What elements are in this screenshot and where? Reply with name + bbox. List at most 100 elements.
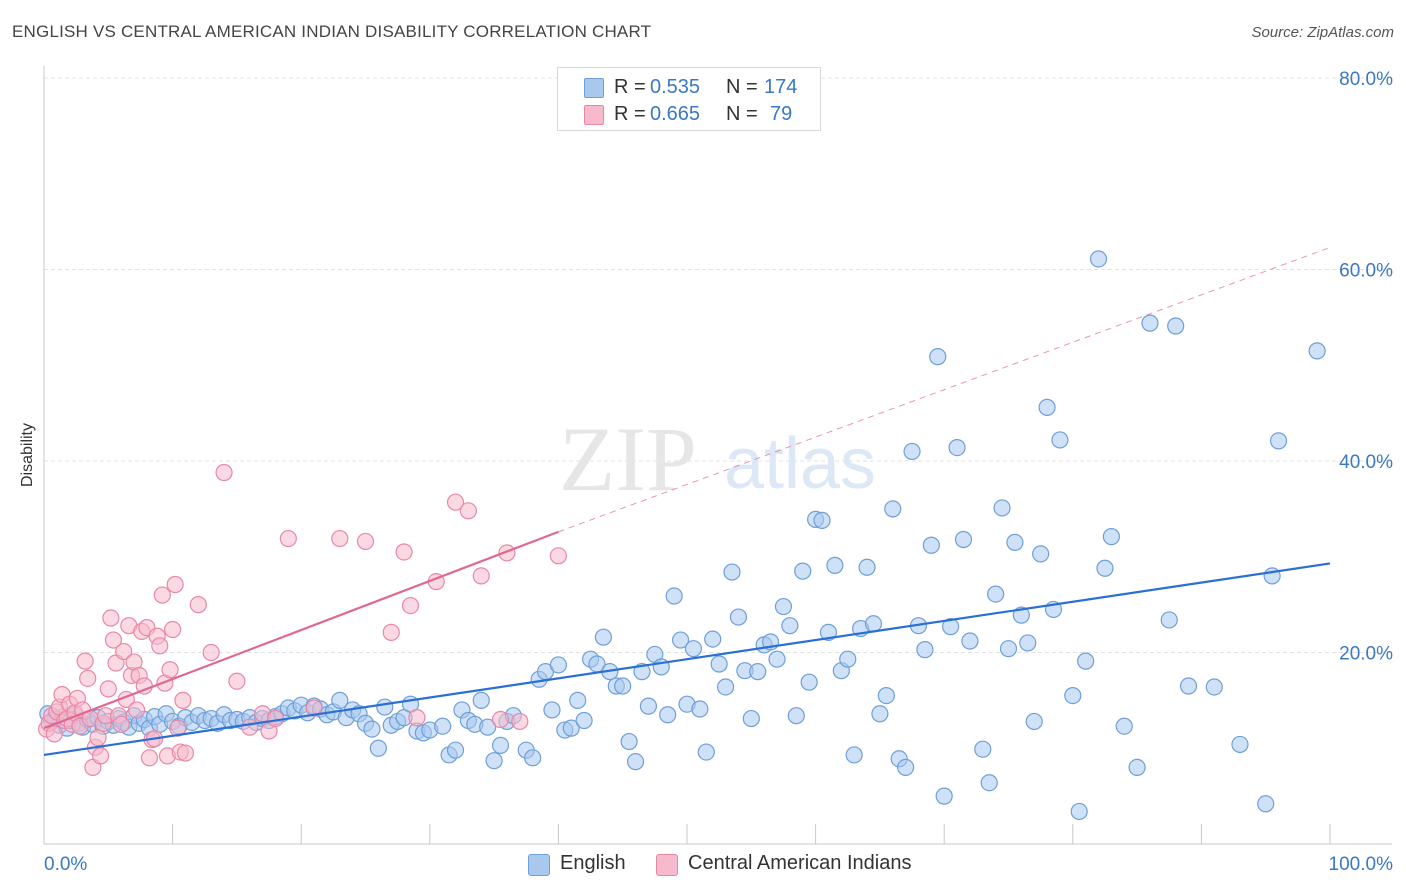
english-swatch [584, 78, 604, 98]
legend-cai-label: Central American Indians [688, 852, 912, 874]
english-point [1070, 802, 1088, 821]
english-point [987, 585, 1005, 603]
english-points [39, 250, 1326, 821]
english-point [787, 707, 805, 725]
grid-lines [44, 77, 1392, 653]
cai-point [472, 567, 490, 585]
english-point [472, 691, 490, 709]
cai-point [408, 709, 426, 727]
legend-cai-swatch [656, 854, 678, 876]
english-point [331, 691, 349, 709]
cai-trend-line [43, 530, 559, 730]
english-point [639, 697, 658, 715]
cai-point [228, 672, 246, 690]
english-point [569, 691, 587, 709]
english-point [633, 663, 651, 681]
cai-point [104, 631, 123, 649]
cai-point [459, 502, 477, 520]
english-point [922, 536, 940, 554]
cai-point [89, 729, 107, 747]
english-point [562, 719, 580, 737]
watermark-atlas: atlas [724, 424, 876, 504]
x-tick-label-max: 100.0% [1329, 854, 1394, 875]
english-r-label: R = [614, 76, 646, 98]
cai-point [140, 749, 159, 767]
english-point [935, 787, 953, 805]
cai-point [164, 620, 182, 639]
english-point [1102, 528, 1120, 546]
english-point [1128, 758, 1146, 777]
cai-point [279, 529, 297, 548]
english-point [826, 556, 844, 574]
english-point [999, 640, 1018, 658]
english-point [903, 442, 921, 461]
english-point [794, 562, 812, 580]
y-tick-label: 60.0% [1339, 261, 1393, 282]
english-point [1231, 735, 1249, 754]
english-point [626, 753, 645, 771]
english-point [697, 743, 715, 761]
english-point [710, 655, 728, 673]
english-point [749, 663, 767, 681]
english-point [800, 673, 818, 691]
cai-n-value: 79 [770, 103, 793, 125]
english-point [980, 774, 998, 792]
english-point [974, 740, 992, 758]
english-point [1006, 533, 1024, 551]
english-r-value: 0.535 [650, 76, 701, 98]
english-point [813, 511, 831, 529]
english-point [1077, 652, 1095, 670]
x-tick-labels: 0.0% 100.0% [44, 854, 1393, 875]
cai-point [153, 586, 171, 604]
cai-point [331, 529, 349, 548]
english-point [716, 678, 735, 696]
y-tick-labels: 20.0% 40.0% 60.0% 80.0% [1339, 69, 1393, 665]
chart-source: Source: ZipAtlas.com [1251, 24, 1394, 41]
english-point [774, 597, 793, 616]
english-point [954, 530, 973, 549]
english-point [839, 650, 857, 668]
english-point [742, 709, 760, 728]
cai-n-label: N = [726, 103, 758, 125]
english-point [929, 348, 947, 366]
english-point [1019, 634, 1037, 652]
english-point [594, 628, 613, 646]
english-n-label: N = [726, 76, 758, 98]
chart-title: ENGLISH VS CENTRAL AMERICAN INDIAN DISAB… [12, 22, 652, 41]
english-point [1257, 795, 1275, 813]
english-point [877, 686, 895, 705]
cai-point [395, 543, 413, 561]
cai-point [202, 643, 220, 662]
y-tick-label: 20.0% [1339, 644, 1393, 665]
cai-point [215, 463, 233, 482]
cai-point [491, 710, 510, 729]
english-point [671, 631, 690, 649]
english-point [858, 558, 876, 576]
cai-point [305, 699, 323, 717]
english-point [691, 700, 709, 718]
cai-point [76, 652, 94, 670]
english-point [1096, 559, 1114, 577]
english-point [1160, 611, 1178, 629]
cai-point [401, 596, 420, 615]
english-point [864, 615, 883, 633]
english-point [1269, 432, 1288, 450]
cai-points [37, 463, 568, 777]
english-point [614, 677, 632, 695]
cai-point [79, 669, 97, 687]
english-point [1032, 545, 1050, 563]
cai-point [112, 715, 130, 733]
english-point [491, 736, 510, 754]
cai-point [356, 532, 375, 551]
stats-box: R = 0.535 N = 174 R = 0.665 N = 79 [557, 67, 821, 131]
cai-point [45, 725, 63, 743]
english-point [1089, 250, 1108, 268]
english-point [1038, 398, 1056, 416]
english-point [684, 640, 703, 658]
cai-point [174, 691, 192, 709]
english-point [942, 618, 960, 636]
english-point [897, 758, 915, 777]
english-point [1115, 717, 1133, 735]
cai-point [241, 718, 259, 736]
